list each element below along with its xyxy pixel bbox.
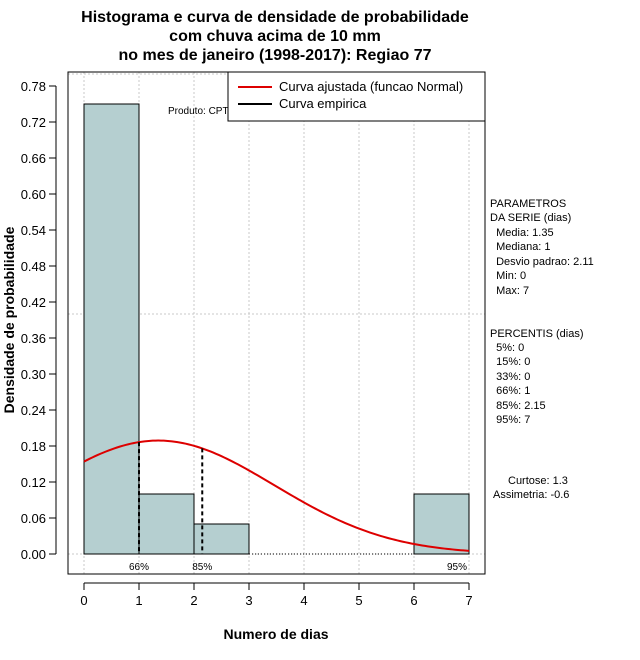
y-tick-label: 0.48 xyxy=(21,259,46,274)
parametros-line: Media: 1.35 xyxy=(490,227,554,239)
percentis-line: 66%: 1 xyxy=(490,385,530,397)
x-tick-label: 5 xyxy=(355,593,362,608)
histogram-bar xyxy=(138,493,195,555)
percentis-panel: PERCENTIS (dias) 5%: 0 15%: 0 33%: 0 66%… xyxy=(490,328,584,426)
percentile-label: 85% xyxy=(192,562,212,573)
x-tick-label: 2 xyxy=(190,593,197,608)
histogram-bar xyxy=(83,103,140,555)
chart-title-line-2: com chuva acima de 10 mm xyxy=(169,28,381,45)
x-tick-label: 4 xyxy=(300,593,307,608)
percentile-label: 66% xyxy=(129,562,149,573)
y-tick-label: 0.06 xyxy=(21,511,46,526)
assimetria-text: Assimetria: -0.6 xyxy=(493,489,569,501)
percentis-line: 15%: 0 xyxy=(490,356,530,368)
parametros-line: Mediana: 1 xyxy=(490,241,551,253)
percentis-line: 95%: 7 xyxy=(490,414,530,426)
chart-title-line-1: Histograma e curva de densidade de proba… xyxy=(81,9,469,26)
legend-label-empirica: Curva empirica xyxy=(279,96,367,111)
parametros-line: Max: 7 xyxy=(490,285,529,297)
parametros-line: Desvio padrao: 2.11 xyxy=(490,256,594,268)
y-tick-label: 0.60 xyxy=(21,187,46,202)
percentis-line: 85%: 2.15 xyxy=(490,400,546,412)
y-tick-label: 0.36 xyxy=(21,331,46,346)
x-tick-label: 0 xyxy=(80,593,87,608)
y-tick-label: 0.12 xyxy=(21,475,46,490)
y-tick-label: 0.00 xyxy=(21,547,46,562)
percentile-lines: 66% 85% 95% xyxy=(129,442,467,573)
axes: 0.00 0.06 0.12 0.18 0.24 0.30 0.36 0.42 0.48 0.54… xyxy=(21,79,473,608)
percentis-line: 33%: 0 xyxy=(490,371,530,383)
normal-curve-layer xyxy=(83,439,470,552)
y-tick-label: 0.54 xyxy=(21,223,46,238)
x-axis-title: Numero de dias xyxy=(223,626,328,642)
y-axis-title: Densidade de probabilidade xyxy=(1,226,17,413)
y-tick-label: 0.78 xyxy=(21,79,46,94)
parametros-line: Min: 0 xyxy=(490,270,526,282)
y-tick-label: 0.18 xyxy=(21,439,46,454)
histogram-bars xyxy=(83,103,470,555)
y-tick-label: 0.66 xyxy=(21,151,46,166)
percentile-label: 95% xyxy=(447,562,467,573)
parametros-line: DA SERIE (dias) xyxy=(490,212,571,224)
product-annotation: Produto: CPTEC/INPE xyxy=(168,106,269,117)
normal-curve xyxy=(83,439,470,552)
histogram-bar xyxy=(413,493,470,555)
x-tick-label: 3 xyxy=(245,593,252,608)
x-tick-label: 7 xyxy=(465,593,472,608)
parametros-line: PARAMETROS xyxy=(490,198,566,210)
y-tick-label: 0.30 xyxy=(21,367,46,382)
parametros-panel: PARAMETROS DA SERIE (dias) Media: 1.35 M… xyxy=(490,198,594,297)
legend-label-normal: Curva ajustada (funcao Normal) xyxy=(279,79,463,94)
y-tick-label: 0.24 xyxy=(21,403,46,418)
x-tick-label: 1 xyxy=(135,593,142,608)
chart-title-line-3: no mes de janeiro (1998-2017): Regiao 77 xyxy=(118,47,431,64)
y-tick-label: 0.72 xyxy=(21,115,46,130)
legend-box xyxy=(227,71,486,122)
y-tick-label: 0.42 xyxy=(21,295,46,310)
legend: Curva ajustada (funcao Normal) Curva emp… xyxy=(227,71,486,122)
x-tick-label: 6 xyxy=(410,593,417,608)
percentis-line: 5%: 0 xyxy=(490,342,524,354)
curtose-text: Curtose: 1.3 xyxy=(508,475,568,487)
percentis-line: PERCENTIS (dias) xyxy=(490,328,584,340)
